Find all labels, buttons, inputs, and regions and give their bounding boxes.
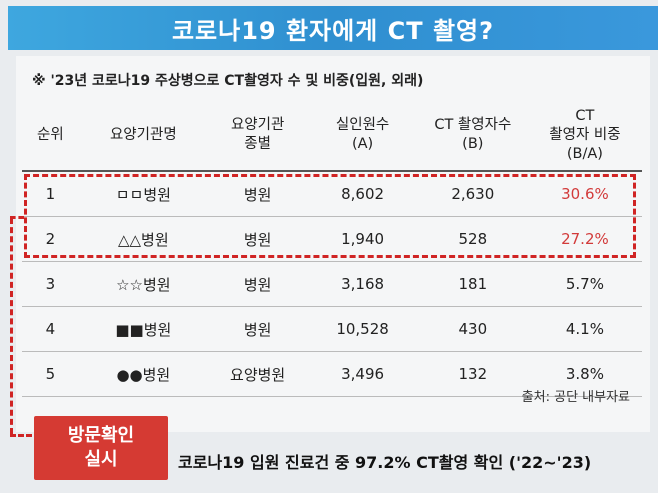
title-banner: 코로나19 환자에게 CT 촬영?: [8, 6, 658, 50]
header-text-4: CT 촬영자수 (B): [434, 117, 512, 152]
header-ct-count: CT 촬영자수 (B): [417, 100, 528, 172]
rank-cell: 4: [22, 306, 79, 352]
header-type: 요양기관 종별: [207, 100, 308, 172]
institution-cell: ●●병원: [78, 351, 208, 397]
header-text-1: 요양기관명: [109, 126, 177, 143]
source-note: 출처: 공단 내부자료: [521, 390, 630, 405]
ct-count-cell: 528: [417, 216, 528, 262]
visit-check-box: 방문확인 실시: [34, 416, 168, 480]
header-institution: 요양기관명: [78, 100, 208, 172]
table-row: 4 ■■병원 병원 10,528 430 4.1%: [22, 306, 642, 352]
ct-ratio-cell: 5.7%: [527, 261, 642, 307]
table-row: 1 ㅁㅁ병원 병원 8,602 2,630 30.6%: [22, 171, 642, 217]
institution-cell: ■■병원: [78, 306, 208, 352]
header-text-5: CT 촬영자 비중 (B/A): [549, 107, 621, 162]
header-patients: 실인원수 (A): [307, 100, 418, 172]
patients-cell: 1,940: [307, 216, 418, 262]
summary-text: 코로나19 입원 진료건 중 97.2% CT촬영 확인 ('22~'23): [178, 453, 592, 472]
ct-ratio-cell: 27.2%: [527, 216, 642, 262]
ct-count-cell: 2,630: [417, 171, 528, 217]
ct-count-cell: 132: [417, 351, 528, 397]
connector-line-bottom: [10, 434, 32, 437]
type-cell: 병원: [207, 171, 308, 217]
type-cell: 병원: [207, 261, 308, 307]
visit-label-2: 실시: [84, 449, 118, 470]
ct-table: 순위 요양기관명 요양기관 종별 실인원수 (A) CT 촬영자수 (B) CT 촬영자…: [22, 100, 642, 397]
rank-cell: 3: [22, 261, 79, 307]
institution-cell: ☆☆병원: [78, 261, 208, 307]
table-row: 3 ☆☆병원 병원 3,168 181 5.7%: [22, 261, 642, 307]
patients-cell: 3,496: [307, 351, 418, 397]
institution-cell: ㅁㅁ병원: [78, 171, 208, 217]
type-cell: 요양병원: [207, 351, 308, 397]
institution-cell: △△병원: [78, 216, 208, 262]
patients-cell: 8,602: [307, 171, 418, 217]
rank-cell: 2: [22, 216, 79, 262]
ct-count-cell: 430: [417, 306, 528, 352]
ct-ratio-cell: 30.6%: [527, 171, 642, 217]
patients-cell: 10,528: [307, 306, 418, 352]
connector-line-top: [10, 216, 24, 219]
visit-label-1: 방문확인: [67, 425, 135, 446]
highlight-box: [24, 174, 636, 258]
rank-cell: 5: [22, 351, 79, 397]
page-title: 코로나19 환자에게 CT 촬영?: [171, 16, 495, 45]
ct-ratio-cell: 3.8%: [527, 351, 642, 397]
table-header-row: 순위 요양기관명 요양기관 종별 실인원수 (A) CT 촬영자수 (B) CT 촬영자…: [22, 100, 642, 172]
ct-ratio-cell: 4.1%: [527, 306, 642, 352]
header-rank: 순위: [22, 100, 79, 172]
patients-cell: 3,168: [307, 261, 418, 307]
header-text-2: 요양기관 종별: [230, 117, 285, 152]
type-cell: 병원: [207, 216, 308, 262]
type-cell: 병원: [207, 306, 308, 352]
rank-cell: 1: [22, 171, 79, 217]
header-ct-ratio: CT 촬영자 비중 (B/A): [527, 100, 642, 172]
table-row: 5 ●●병원 요양병원 3,496 132 3.8%: [22, 351, 642, 397]
table-note: ※ '23년 코로나19 주상병으로 CT촬영자 수 및 비중(입원, 외래): [32, 73, 424, 89]
header-text-3: 실인원수 (A): [335, 117, 390, 152]
header-text-0: 순위: [37, 126, 64, 143]
ct-count-cell: 181: [417, 261, 528, 307]
table-row: 2 △△병원 병원 1,940 528 27.2%: [22, 216, 642, 262]
connector-line: [10, 218, 13, 434]
